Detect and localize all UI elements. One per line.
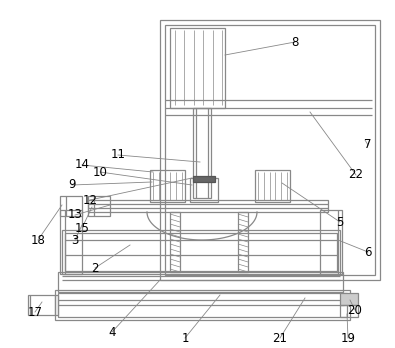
Text: 7: 7 (364, 139, 372, 151)
Text: 21: 21 (273, 332, 288, 345)
Text: 3: 3 (71, 234, 79, 246)
Bar (238, 212, 248, 272)
Text: 17: 17 (28, 306, 43, 318)
Bar (28, 295, 58, 315)
Bar (58, 293, 347, 317)
Bar (160, 20, 380, 280)
Bar (190, 178, 218, 202)
Bar (88, 200, 328, 212)
Text: 19: 19 (340, 332, 356, 345)
Bar (320, 210, 342, 274)
Bar (65, 233, 337, 271)
Bar (193, 176, 215, 182)
Text: 2: 2 (91, 261, 99, 275)
Bar (55, 290, 350, 320)
Bar (62, 230, 340, 274)
Text: 10: 10 (92, 166, 107, 179)
Bar (255, 170, 290, 202)
Text: 18: 18 (30, 234, 45, 246)
Text: 11: 11 (111, 149, 126, 161)
Text: 12: 12 (83, 193, 98, 206)
Bar (58, 272, 343, 292)
Text: 9: 9 (68, 179, 76, 191)
Text: 14: 14 (75, 158, 90, 172)
Text: 13: 13 (68, 208, 83, 221)
Bar (170, 28, 225, 108)
Text: 5: 5 (336, 215, 344, 229)
Bar (165, 25, 375, 275)
Text: 20: 20 (348, 303, 363, 316)
Bar (170, 212, 180, 272)
Text: 8: 8 (292, 35, 299, 48)
Text: 15: 15 (75, 221, 89, 235)
Bar (340, 293, 358, 305)
Bar (193, 108, 211, 198)
Bar (150, 170, 185, 202)
Bar (60, 196, 82, 216)
Text: 4: 4 (108, 325, 116, 339)
Bar (60, 210, 82, 274)
Bar (340, 305, 358, 317)
Bar (88, 196, 110, 216)
Text: 22: 22 (348, 168, 363, 182)
Text: 6: 6 (364, 245, 372, 259)
Text: 1: 1 (181, 332, 189, 345)
